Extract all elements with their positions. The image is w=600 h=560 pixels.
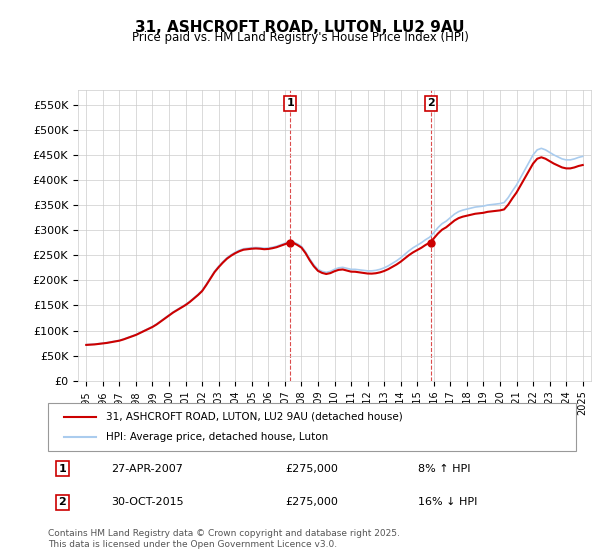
Text: 1: 1 <box>59 464 67 474</box>
Text: 1: 1 <box>286 99 294 108</box>
Text: 30-OCT-2015: 30-OCT-2015 <box>112 497 184 507</box>
Text: Contains HM Land Registry data © Crown copyright and database right 2025.
This d: Contains HM Land Registry data © Crown c… <box>48 529 400 549</box>
Text: 31, ASHCROFT ROAD, LUTON, LU2 9AU (detached house): 31, ASHCROFT ROAD, LUTON, LU2 9AU (detac… <box>106 412 403 422</box>
Text: HPI: Average price, detached house, Luton: HPI: Average price, detached house, Luto… <box>106 432 328 442</box>
Text: 8% ↑ HPI: 8% ↑ HPI <box>418 464 470 474</box>
Text: £275,000: £275,000 <box>286 464 338 474</box>
Text: 2: 2 <box>59 497 67 507</box>
Text: Price paid vs. HM Land Registry's House Price Index (HPI): Price paid vs. HM Land Registry's House … <box>131 31 469 44</box>
Text: 2: 2 <box>427 99 435 108</box>
FancyBboxPatch shape <box>48 403 576 451</box>
Text: £275,000: £275,000 <box>286 497 338 507</box>
Text: 31, ASHCROFT ROAD, LUTON, LU2 9AU: 31, ASHCROFT ROAD, LUTON, LU2 9AU <box>135 20 465 35</box>
Text: 16% ↓ HPI: 16% ↓ HPI <box>418 497 477 507</box>
Text: 27-APR-2007: 27-APR-2007 <box>112 464 183 474</box>
